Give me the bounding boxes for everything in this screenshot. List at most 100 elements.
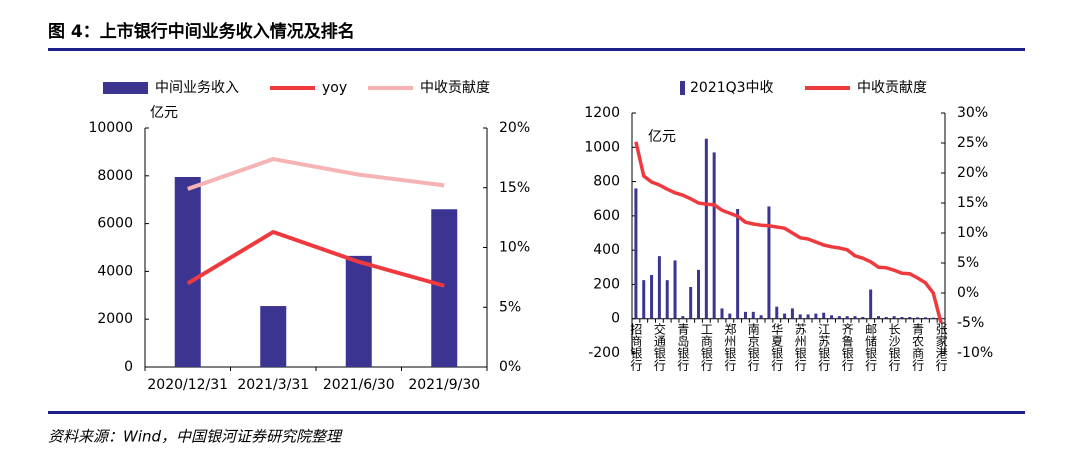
bar bbox=[798, 314, 802, 319]
y2-tick-label: 15% bbox=[957, 195, 988, 211]
y-tick-label: 1000 bbox=[584, 139, 620, 155]
bar bbox=[751, 311, 755, 319]
y-tick-label: 800 bbox=[593, 174, 620, 190]
y2-tick-label: 5% bbox=[499, 299, 521, 315]
y2-tick-label: 25% bbox=[957, 135, 988, 151]
line bbox=[634, 141, 943, 324]
x-tick-label: 2021/3/31 bbox=[237, 377, 309, 393]
bar bbox=[822, 312, 826, 319]
bar bbox=[431, 209, 458, 367]
bar bbox=[736, 209, 740, 319]
x-tick-label: 华夏银行 bbox=[770, 322, 784, 370]
y2-tick-label: 5% bbox=[957, 255, 979, 271]
line bbox=[187, 157, 445, 191]
bar bbox=[783, 313, 787, 319]
y2-tick-label: 20% bbox=[957, 165, 988, 181]
bar bbox=[665, 280, 669, 319]
y-tick-label: 2000 bbox=[97, 311, 133, 327]
y-tick-label: 600 bbox=[593, 208, 620, 224]
bar bbox=[900, 317, 904, 319]
x-tick-label: 张家港行 bbox=[934, 322, 948, 370]
y2-tick-label: 0% bbox=[957, 285, 979, 301]
bar bbox=[759, 315, 763, 319]
bar bbox=[704, 138, 708, 319]
bar bbox=[720, 308, 724, 319]
bar bbox=[260, 306, 287, 367]
bar bbox=[869, 289, 873, 319]
bar bbox=[931, 317, 935, 319]
x-tick-label: 招商银行 bbox=[629, 322, 643, 370]
legend-label: 中收贡献度 bbox=[420, 80, 490, 96]
y2-tick-label: 30% bbox=[957, 105, 988, 121]
bar bbox=[743, 311, 747, 319]
bar bbox=[174, 176, 201, 367]
bar bbox=[673, 260, 677, 319]
bottom-rule bbox=[48, 411, 1025, 414]
legend-swatch bbox=[103, 82, 148, 94]
x-tick-label: 青农商行 bbox=[911, 322, 925, 370]
y-unit: 亿元 bbox=[648, 129, 676, 145]
x-tick-label: 青岛银行 bbox=[676, 322, 690, 370]
y-unit: 亿元 bbox=[150, 105, 178, 121]
y2-tick-label: -5% bbox=[957, 315, 984, 331]
y-tick-label: 400 bbox=[593, 242, 620, 258]
bar bbox=[830, 315, 834, 319]
bar bbox=[837, 316, 841, 319]
bar bbox=[681, 316, 685, 319]
bar bbox=[650, 275, 654, 319]
legend-label: yoy bbox=[322, 80, 347, 96]
bar bbox=[712, 152, 716, 319]
bar bbox=[345, 255, 372, 367]
bar bbox=[853, 316, 857, 319]
y-tick-label: 200 bbox=[593, 276, 620, 292]
x-tick-label: 苏州银行 bbox=[793, 322, 807, 370]
y-tick-label: 1200 bbox=[584, 105, 620, 121]
legend-label: 2021Q3中收 bbox=[690, 80, 774, 96]
x-tick-label: 邮储银行 bbox=[864, 322, 878, 370]
y2-tick-label: 0% bbox=[499, 359, 521, 375]
bar bbox=[892, 316, 896, 319]
bar bbox=[642, 280, 646, 319]
bar bbox=[728, 313, 732, 319]
source: 资料来源：Wind，中国银河证券研究院整理 bbox=[48, 428, 343, 446]
legend-label: 中收贡献度 bbox=[857, 80, 927, 96]
bar bbox=[657, 256, 661, 319]
y-tick-label: 8000 bbox=[97, 168, 133, 184]
x-tick-label: 江苏银行 bbox=[817, 322, 831, 370]
bar bbox=[908, 317, 912, 319]
bar bbox=[775, 306, 779, 319]
top-rule bbox=[48, 48, 1025, 51]
y2-tick-label: 20% bbox=[499, 120, 530, 136]
y2-tick-label: 10% bbox=[499, 240, 530, 256]
y-tick-label: 0 bbox=[611, 311, 620, 327]
figure-title: 图 4：上市银行中间业务收入情况及排名 bbox=[48, 21, 355, 42]
bar bbox=[861, 317, 865, 319]
bar bbox=[634, 188, 638, 319]
x-tick-label: 齐鲁银行 bbox=[840, 321, 854, 370]
bar bbox=[876, 316, 880, 319]
bar bbox=[697, 269, 701, 319]
x-tick-label: 郑州银行 bbox=[723, 321, 737, 370]
bar bbox=[689, 287, 693, 319]
line bbox=[186, 229, 445, 288]
y-tick-label: -200 bbox=[588, 345, 620, 361]
x-tick-label: 南京银行 bbox=[746, 321, 760, 370]
x-tick-label: 2021/9/30 bbox=[408, 377, 480, 393]
x-tick-label: 2021/6/30 bbox=[323, 377, 395, 393]
bar bbox=[806, 314, 810, 319]
y2-tick-label: 10% bbox=[957, 225, 988, 241]
x-tick-label: 长沙银行 bbox=[887, 322, 901, 370]
bar bbox=[767, 206, 771, 319]
y-tick-label: 10000 bbox=[88, 120, 133, 136]
legend-label: 中间业务收入 bbox=[155, 80, 239, 96]
bar bbox=[923, 317, 927, 319]
y-tick-label: 0 bbox=[124, 359, 133, 375]
y-tick-label: 6000 bbox=[97, 216, 133, 232]
x-tick-label: 2020/12/31 bbox=[147, 377, 228, 393]
y-tick-label: 4000 bbox=[97, 263, 133, 279]
bar bbox=[845, 316, 849, 319]
bar bbox=[884, 317, 888, 319]
bar bbox=[814, 313, 818, 319]
x-tick-label: 工商银行 bbox=[699, 323, 713, 371]
bar bbox=[916, 317, 920, 319]
